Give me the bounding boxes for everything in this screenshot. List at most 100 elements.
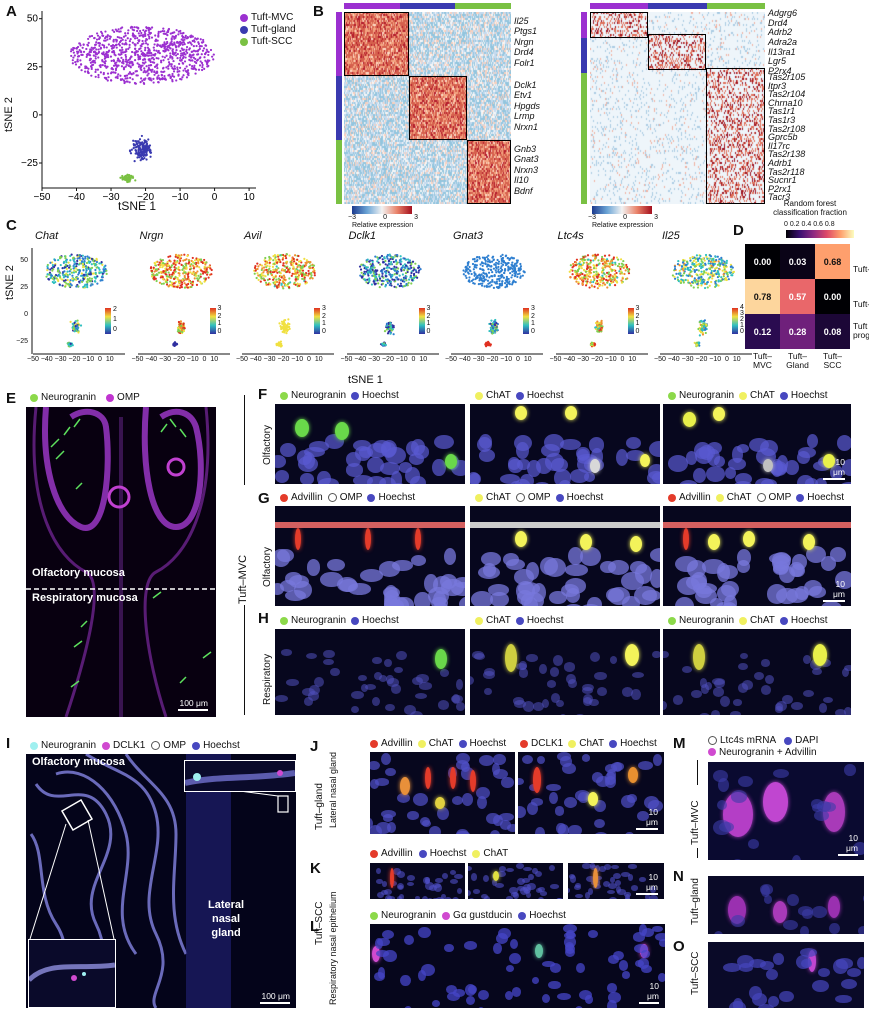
legend-item: Gα gustducin — [453, 910, 513, 921]
feature-plot-title: Dclk1 — [348, 230, 377, 242]
panel-label-n: N — [673, 868, 684, 885]
side-label-h: Respiratory — [262, 653, 273, 705]
gene-label: Gprc5b — [768, 132, 798, 143]
micrograph-j-2: 10 μm — [518, 752, 664, 834]
scalebar: 10 μm — [823, 579, 845, 602]
feature-colorbar — [523, 308, 529, 334]
legend-item: ChAT — [486, 492, 511, 503]
gene-label: Drd4 — [768, 17, 788, 28]
x-tick-label: −30 — [103, 192, 120, 203]
panel-label-j: J — [310, 738, 319, 755]
feature-colorbar — [627, 308, 634, 334]
heatmap-left — [344, 12, 511, 204]
heatmap-left-cluster-bar — [344, 3, 512, 9]
gene-label: Nrxn1 — [514, 121, 539, 132]
legend-item: ChAT — [726, 492, 752, 503]
side-label-j-1: Tuft–gland — [314, 783, 325, 830]
legend-scc: Tuft-SCC — [251, 36, 293, 47]
legend-item: ChAT — [750, 615, 775, 626]
gene-label: Tas2r105 — [768, 72, 806, 82]
legend-item: OMP — [339, 492, 363, 503]
rf-matrix: 0.00 0.03 0.68 0.78 0.57 0.00 0.12 0.28 0.08 — [745, 244, 850, 349]
micrograph-g-2 — [470, 506, 660, 606]
gene-label: Itpr3 — [768, 80, 787, 91]
gene-label: P2rx4 — [768, 65, 792, 76]
gene-label: Gnat3 — [514, 154, 539, 165]
feature-xticks: −50 −40 −30 −20 −10 0 10 — [340, 356, 428, 363]
gene-label: Il17rc — [768, 140, 791, 151]
scalebar: 10 μm — [636, 872, 658, 895]
feature-xticks: −50 −40 −30 −20 −10 0 10 — [549, 356, 637, 363]
rf-cell: 0.78 — [745, 279, 780, 314]
panel-label-m: M — [673, 735, 686, 752]
legend-item: DCLK1 — [113, 740, 146, 751]
feature-plot: Chat 2 1 0 −50 −40 −30 −20 −10 0 10 — [27, 230, 127, 365]
panel-l-legend: Neurogranin Gα gustducin Hoechst — [370, 910, 566, 921]
micrograph-h-1 — [275, 629, 465, 715]
panel-legend: ChAT Hoechst — [475, 615, 564, 626]
legend-item: Hoechst — [429, 848, 467, 859]
legend-item: ChAT — [483, 848, 509, 859]
legend-item: Hoechst — [378, 492, 416, 503]
feature-xticks: −50 −40 −30 −20 −10 0 10 — [236, 356, 323, 363]
legend-item: Hoechst — [526, 615, 564, 626]
scalebar-text: 10 μm — [647, 981, 659, 1001]
scalebar-text: 100 μm — [179, 698, 208, 708]
legend-item: Advillin — [381, 738, 413, 749]
rf-col: Tuft–SCC — [822, 351, 843, 370]
gene-label: Tas2r104 — [768, 89, 806, 100]
rf-title-2: classification fraction — [773, 208, 847, 217]
micrograph-g-1 — [275, 506, 465, 606]
panel-legend: Neurogranin ChAT Hoechst — [668, 615, 828, 626]
micrograph-k-3: 10 μm — [568, 863, 664, 899]
rf-row: Tuft-1 — [853, 264, 869, 274]
cb-tick: 0 — [623, 214, 627, 221]
gene-label: Adgrg6 — [768, 8, 798, 18]
panel-label-b: B — [313, 3, 324, 20]
gene-label: Lrmp — [514, 111, 535, 122]
label-olfactory-mucosa-i: Olfactory mucosa — [32, 756, 125, 768]
x-tick-label: 10 — [244, 192, 256, 203]
legend-item: Hoechst — [566, 492, 604, 503]
x-tick-label: −50 — [34, 192, 51, 203]
legend-item: OMP — [527, 492, 551, 503]
feature-plot-title: Il25 — [662, 230, 680, 242]
scalebar: 10 μm — [636, 807, 658, 830]
panel-label-h: H — [258, 610, 269, 627]
panel-label-d: D — [733, 222, 744, 239]
rf-cell: 0.00 — [815, 279, 850, 314]
micrograph-g-3: 10 μm — [663, 506, 851, 606]
panel-label-o: O — [673, 938, 685, 955]
legend-item: Hoechst — [203, 740, 240, 751]
inset-i-left — [27, 939, 116, 1008]
legend-item: Hoechst — [620, 738, 657, 749]
colorbar-label-left: Relative expression — [352, 222, 414, 229]
gene-label: Tacr3 — [768, 192, 791, 203]
legend-item: Hoechst — [362, 390, 399, 401]
panel-legend: DCLK1 ChAT Hoechst — [520, 738, 657, 749]
feature-xticks: −50 −40 −30 −20 −10 0 10 — [131, 356, 219, 363]
rf-title-1: Random forest — [783, 199, 837, 208]
scalebar: 10 μm — [823, 457, 845, 480]
micrograph-e: Olfactory mucosa Respiratory mucosa 100 … — [26, 407, 216, 717]
rf-cell: 0.28 — [780, 314, 815, 349]
legend-item: Hoechst — [469, 738, 507, 749]
feature-colorbar — [418, 308, 425, 334]
panel-i-legend: Neurogranin DCLK1 OMP Hoechst — [30, 740, 240, 751]
gene-label: Nrgn — [514, 36, 534, 47]
rf-cell: 0.03 — [780, 244, 815, 279]
y-tick-label: 25 — [27, 62, 39, 73]
gene-label: Folr1 — [514, 57, 535, 68]
side-label-n: Tuft–gland — [690, 878, 701, 925]
gene-label: Il25 — [514, 16, 529, 26]
panel-label-a: A — [6, 3, 17, 20]
feature-colorbar — [209, 308, 216, 334]
legend-item: Neurogranin — [679, 390, 735, 401]
legend-item: Hoechst — [362, 615, 399, 626]
gene-label: Ptgs1 — [514, 26, 538, 37]
label-lateral-nasal-gland: Lateral nasal gland — [208, 898, 244, 940]
